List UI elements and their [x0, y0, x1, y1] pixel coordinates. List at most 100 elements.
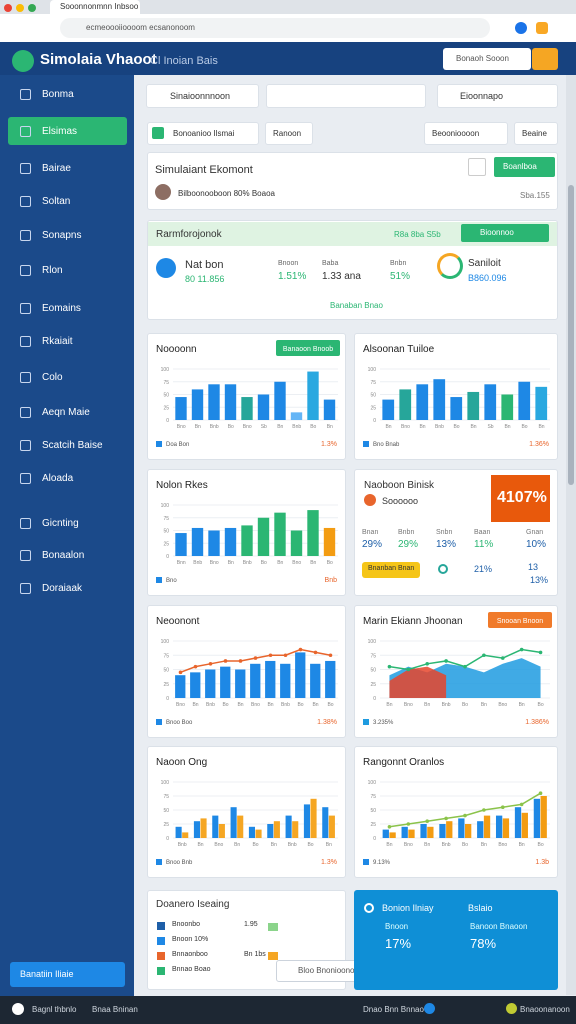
bar	[540, 796, 547, 838]
chart-title: Nolon Rkes	[156, 480, 208, 491]
chart-footer: Doa Bon	[166, 442, 189, 448]
summary-icon[interactable]	[468, 158, 486, 176]
kpi-stat-value: 13%	[436, 539, 457, 550]
summary-title: Simulaiant Ekomont	[155, 164, 253, 176]
sidebar-item[interactable]: Eomains	[42, 303, 81, 314]
y-tick-label: 100	[161, 367, 170, 373]
sidebar-item[interactable]: Doraiaak	[42, 583, 83, 594]
sidebar-item[interactable]: Aloada	[42, 473, 74, 484]
sidebar-button-text: Banatiin Iliaie	[20, 969, 74, 979]
chart-footer: 1.3%	[321, 441, 337, 448]
sidebar-item[interactable]: Bairae	[42, 163, 71, 174]
sidebar-icon	[20, 196, 31, 207]
kpi-stat-label: Snbn	[436, 529, 453, 536]
kpi-title: Naoboon Binisk	[364, 480, 435, 491]
chip[interactable]	[147, 122, 259, 145]
app-title: Simolaia Vhaoot	[40, 51, 157, 68]
sidebar-item[interactable]: Sonapns	[42, 230, 82, 241]
chip[interactable]	[514, 122, 558, 145]
bar	[250, 663, 261, 698]
chip[interactable]	[424, 122, 508, 145]
area	[389, 666, 447, 698]
bar	[439, 824, 446, 838]
sidebar-item[interactable]: Elsimas	[42, 126, 78, 137]
summary-button[interactable]	[494, 157, 555, 177]
header-search[interactable]	[443, 48, 531, 70]
list-swatch	[157, 967, 165, 975]
sidebar-button[interactable]	[10, 962, 125, 987]
sidebar-item[interactable]: Colo	[42, 372, 63, 383]
sidebar-item[interactable]: Rkaiait	[42, 336, 73, 347]
y-tick-label: 50	[163, 668, 169, 674]
filter-box[interactable]	[266, 84, 426, 108]
line-point	[387, 664, 392, 669]
bar	[191, 389, 204, 420]
chart-footer: 1.3b	[535, 859, 549, 866]
bar	[205, 669, 216, 698]
search-text: Sinaioonnnoon	[170, 91, 231, 101]
stat-label: Bnbn	[390, 260, 407, 267]
filter-box[interactable]	[437, 84, 558, 108]
scrollbar	[566, 75, 576, 995]
y-tick-label: 25	[370, 405, 376, 411]
sidebar-active[interactable]	[8, 117, 127, 145]
sidebar-item[interactable]: Bonaalon	[42, 550, 85, 561]
search-box[interactable]	[146, 84, 259, 108]
bar	[292, 821, 299, 838]
y-tick-label: 0	[373, 418, 376, 424]
sidebar-item[interactable]: Rlon	[42, 265, 63, 276]
kpi-stat-value: 29%	[362, 539, 383, 550]
x-tick-label: Bno	[404, 842, 413, 848]
chip[interactable]	[265, 122, 313, 145]
x-tick-label: Bo	[537, 842, 543, 848]
line-point	[482, 808, 486, 812]
sidebar-item[interactable]: Gicnting	[42, 518, 79, 529]
list-label: Bnoon 10%	[172, 936, 209, 943]
scroll-thumb[interactable]	[568, 185, 574, 485]
x-tick-label: Bno	[210, 560, 219, 566]
bar	[193, 821, 200, 838]
x-tick-label: Bno	[292, 560, 301, 566]
sidebar-item[interactable]: Scatcih Baise	[42, 440, 103, 451]
sidebar-item[interactable]: Aeqn Maie	[42, 407, 90, 418]
stat-value: 51%	[390, 271, 411, 282]
chart-title: Marin Ekiann Jhoonan	[363, 616, 463, 627]
sidebar-item[interactable]: Soltan	[42, 196, 71, 207]
x-tick-label: Bnb	[206, 702, 215, 708]
x-tick-label: Bo	[327, 702, 333, 708]
list-swatch	[157, 922, 165, 930]
x-tick-label: Bn	[310, 560, 316, 566]
stat-label: Bnoon	[278, 260, 299, 267]
profile-icon[interactable]	[536, 22, 548, 34]
x-tick-label: Bn	[192, 702, 198, 708]
x-tick-label: Bn	[538, 424, 544, 430]
footer-swatch	[363, 859, 369, 865]
bar	[265, 660, 276, 698]
browser-tab[interactable]	[50, 0, 140, 14]
sidebar-item[interactable]: Bonma	[42, 89, 74, 100]
highlight-icon	[364, 903, 374, 913]
bar	[389, 832, 396, 838]
x-tick-label: Bn	[419, 424, 425, 430]
y-tick-label: 0	[373, 836, 376, 842]
chart-title: Naoon Ong	[156, 757, 207, 768]
highlight-value: 78%	[470, 936, 497, 951]
extension-icon[interactable]	[515, 22, 527, 34]
y-tick-label: 100	[368, 639, 377, 645]
line-point	[425, 819, 430, 823]
app-subtitle: Cl Inoian Bais	[150, 55, 218, 67]
line-point	[406, 822, 411, 826]
performance-button[interactable]	[461, 224, 549, 242]
bar	[295, 652, 306, 698]
x-tick-label: Sb	[261, 424, 267, 430]
x-tick-label: Bo	[462, 842, 468, 848]
address-bar[interactable]	[60, 18, 490, 38]
header-button[interactable]	[532, 48, 558, 70]
y-tick-label: 0	[373, 696, 376, 702]
chart-footer: Bnoo Boo	[166, 720, 193, 726]
kpi-pill[interactable]	[362, 562, 420, 578]
bar	[427, 826, 434, 838]
stat-value: 1.33 ana	[322, 271, 361, 282]
status-bar	[0, 996, 576, 1024]
